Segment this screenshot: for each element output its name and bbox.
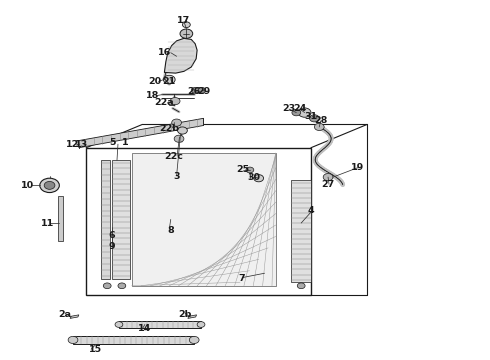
Circle shape bbox=[180, 29, 193, 39]
Text: 22c: 22c bbox=[165, 152, 184, 161]
Circle shape bbox=[68, 336, 78, 343]
Text: 1: 1 bbox=[122, 138, 128, 147]
Circle shape bbox=[246, 167, 254, 173]
Circle shape bbox=[182, 22, 190, 28]
Polygon shape bbox=[70, 315, 79, 319]
Circle shape bbox=[254, 175, 264, 182]
Circle shape bbox=[40, 178, 59, 193]
Text: 30: 30 bbox=[247, 173, 260, 182]
Circle shape bbox=[170, 98, 180, 105]
Bar bbox=[292, 180, 311, 282]
Circle shape bbox=[189, 336, 199, 343]
Text: 21: 21 bbox=[163, 77, 176, 86]
Text: 26: 26 bbox=[187, 86, 200, 95]
Circle shape bbox=[297, 283, 305, 289]
Text: 19: 19 bbox=[351, 163, 364, 172]
Text: 29: 29 bbox=[197, 86, 210, 95]
Text: 25: 25 bbox=[236, 166, 249, 175]
Polygon shape bbox=[164, 39, 197, 73]
Text: 5: 5 bbox=[109, 138, 115, 147]
Text: 27: 27 bbox=[321, 180, 335, 189]
Circle shape bbox=[292, 109, 301, 116]
Text: 9: 9 bbox=[109, 242, 116, 251]
Text: 2b: 2b bbox=[179, 310, 192, 319]
Circle shape bbox=[44, 181, 55, 189]
Bar bbox=[132, 153, 276, 286]
Text: 15: 15 bbox=[89, 345, 102, 354]
Text: 10: 10 bbox=[21, 181, 34, 190]
Circle shape bbox=[174, 135, 184, 142]
Text: 24: 24 bbox=[293, 104, 306, 113]
Text: 22b: 22b bbox=[159, 123, 179, 132]
Text: 31: 31 bbox=[304, 112, 318, 121]
Circle shape bbox=[172, 119, 181, 126]
Polygon shape bbox=[79, 118, 203, 148]
Circle shape bbox=[163, 75, 175, 84]
Text: 18: 18 bbox=[146, 91, 159, 100]
Circle shape bbox=[310, 115, 319, 122]
Polygon shape bbox=[188, 315, 196, 319]
Bar bbox=[119, 321, 201, 328]
Text: 2a: 2a bbox=[59, 310, 72, 319]
Circle shape bbox=[118, 283, 126, 289]
Bar bbox=[86, 148, 311, 295]
Text: 3: 3 bbox=[173, 172, 180, 181]
Circle shape bbox=[197, 321, 205, 327]
Text: 22a: 22a bbox=[154, 98, 174, 107]
Text: 14: 14 bbox=[138, 324, 151, 333]
Bar bbox=[73, 336, 194, 344]
Bar bbox=[112, 160, 130, 279]
Circle shape bbox=[177, 127, 187, 134]
Text: 20: 20 bbox=[148, 77, 161, 86]
Bar bbox=[58, 196, 63, 241]
Circle shape bbox=[315, 123, 324, 131]
Circle shape bbox=[103, 283, 111, 289]
Text: 28: 28 bbox=[314, 116, 327, 125]
Circle shape bbox=[298, 108, 311, 117]
Circle shape bbox=[191, 87, 199, 93]
Text: 8: 8 bbox=[168, 226, 174, 235]
Text: 12: 12 bbox=[66, 140, 80, 149]
Circle shape bbox=[115, 321, 123, 327]
Text: 11: 11 bbox=[41, 219, 54, 228]
Circle shape bbox=[323, 174, 333, 181]
Text: 7: 7 bbox=[238, 274, 245, 283]
Text: 16: 16 bbox=[158, 48, 171, 57]
Text: 6: 6 bbox=[109, 231, 116, 240]
Text: 17: 17 bbox=[177, 16, 191, 25]
Bar bbox=[101, 160, 110, 279]
Text: 13: 13 bbox=[75, 140, 88, 149]
Text: 4: 4 bbox=[308, 206, 314, 215]
Circle shape bbox=[198, 87, 206, 93]
Text: 23: 23 bbox=[282, 104, 295, 113]
